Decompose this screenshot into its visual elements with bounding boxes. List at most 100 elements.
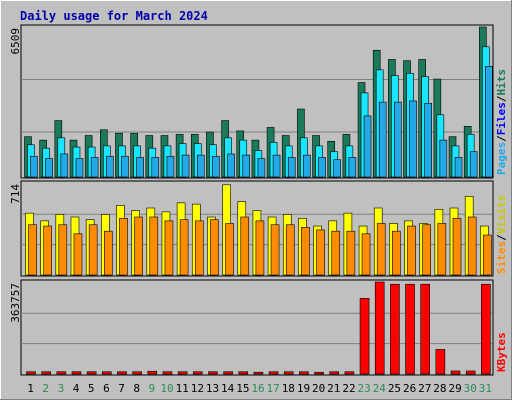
bar-pages-14 — [227, 153, 235, 178]
bar-sites-20 — [316, 229, 325, 276]
bar-kbytes-1 — [26, 371, 36, 375]
bar-sites-30 — [467, 216, 477, 276]
x-tick-label-18: 18 — [282, 382, 295, 395]
chart-title: Daily usage for March 2024 — [20, 9, 208, 23]
bar-kbytes-8 — [132, 371, 142, 375]
bar-kbytes-12 — [192, 371, 203, 375]
bar-sites-3 — [58, 224, 68, 276]
bar-pages-3 — [60, 153, 69, 178]
bar-pages-12 — [196, 154, 205, 178]
x-tick-label-3: 3 — [58, 382, 65, 395]
x-tick-label-29: 29 — [448, 382, 461, 395]
x-tick-label-20: 20 — [312, 382, 325, 395]
mid-ymax-label: 714 — [9, 184, 22, 204]
x-tick-label-1: 1 — [27, 382, 34, 395]
x-tick-label-14: 14 — [221, 382, 235, 395]
bar-kbytes-18 — [283, 371, 294, 375]
bar-pages-10 — [166, 155, 175, 178]
bar-kbytes-22 — [344, 371, 355, 375]
bar-sites-26 — [407, 225, 416, 276]
bar-pages-7 — [121, 155, 129, 178]
bar-kbytes-4 — [71, 371, 82, 375]
bar-sites-13 — [210, 219, 219, 276]
bar-kbytes-15 — [238, 371, 249, 375]
bar-kbytes-21 — [329, 371, 340, 375]
bar-kbytes-17 — [268, 371, 279, 375]
bar-sites-18 — [285, 224, 295, 276]
bar-sites-24 — [376, 223, 386, 276]
x-tick-label-6: 6 — [103, 382, 110, 395]
bar-kbytes-7 — [117, 371, 127, 375]
x-tick-label-23: 23 — [358, 382, 371, 395]
bar-pages-19 — [303, 154, 311, 178]
bar-kbytes-20 — [314, 371, 324, 375]
bar-kbytes-25 — [390, 283, 400, 375]
x-tick-label-31: 31 — [479, 382, 492, 395]
bar-sites-5 — [88, 224, 98, 276]
bar-kbytes-27 — [420, 283, 430, 375]
bar-kbytes-5 — [86, 371, 97, 375]
bar-pages-18 — [287, 157, 296, 178]
x-tick-label-2: 2 — [42, 382, 49, 395]
bar-sites-17 — [270, 224, 280, 276]
bar-kbytes-28 — [435, 349, 446, 375]
bar-pages-2 — [45, 158, 53, 178]
bar-kbytes-6 — [102, 371, 112, 375]
x-tick-label-21: 21 — [327, 382, 340, 395]
top-ymax-label: 6509 — [9, 28, 22, 55]
bar-pages-4 — [75, 158, 84, 178]
bar-sites-28 — [437, 223, 447, 276]
bar-kbytes-13 — [208, 371, 218, 375]
bar-sites-4 — [73, 233, 83, 276]
x-tick-label-19: 19 — [297, 382, 310, 395]
bar-sites-16 — [255, 220, 265, 276]
x-tick-label-17: 17 — [267, 382, 280, 395]
x-tick-label-8: 8 — [133, 382, 140, 395]
bar-pages-31 — [485, 66, 493, 178]
bar-pages-22 — [348, 157, 357, 178]
bar-kbytes-31 — [481, 283, 491, 375]
bar-kbytes-2 — [41, 371, 51, 375]
bar-pages-9 — [151, 157, 160, 178]
bar-sites-31 — [483, 234, 492, 276]
bar-sites-23 — [361, 233, 371, 276]
x-tick-label-5: 5 — [88, 382, 95, 395]
legend-kbytes: KBytes — [495, 332, 508, 372]
bar-pages-23 — [363, 115, 372, 178]
x-tick-label-15: 15 — [236, 382, 249, 395]
bot-ymax-label: 363757 — [9, 283, 22, 323]
bar-pages-5 — [90, 157, 99, 178]
x-tick-label-26: 26 — [403, 382, 416, 395]
bar-pages-26 — [409, 100, 417, 178]
bar-sites-19 — [301, 227, 310, 276]
x-tick-label-13: 13 — [206, 382, 219, 395]
legend-files: Files — [495, 102, 508, 135]
legend-pages: Pages — [495, 142, 508, 175]
bar-pages-24 — [378, 101, 387, 178]
x-tick-label-25: 25 — [388, 382, 401, 395]
legend-hits: Hits — [495, 69, 508, 96]
bar-pages-25 — [394, 101, 402, 178]
bar-pages-16 — [257, 158, 266, 178]
bar-sites-9 — [149, 216, 159, 276]
bar-sites-6 — [104, 230, 113, 276]
bar-sites-14 — [225, 223, 234, 276]
svg-text:Sites/Visits: Sites/Visits — [495, 195, 508, 275]
bar-sites-8 — [134, 216, 143, 276]
bar-kbytes-3 — [56, 371, 67, 375]
x-tick-label-4: 4 — [73, 382, 80, 395]
svg-text:KBytes: KBytes — [495, 332, 508, 372]
bar-pages-6 — [106, 155, 114, 178]
bar-sites-2 — [43, 225, 52, 276]
bar-sites-11 — [179, 219, 189, 276]
bar-sites-1 — [28, 224, 37, 276]
bar-kbytes-11 — [177, 371, 188, 375]
x-tick-label-28: 28 — [433, 382, 446, 395]
bar-pages-11 — [181, 154, 190, 178]
legend-visits: Visits — [495, 195, 508, 235]
bar-pages-17 — [272, 154, 281, 178]
bar-pages-13 — [212, 155, 220, 178]
x-tick-label-22: 22 — [342, 382, 355, 395]
bar-pages-8 — [136, 157, 144, 178]
bar-sites-10 — [164, 220, 174, 276]
